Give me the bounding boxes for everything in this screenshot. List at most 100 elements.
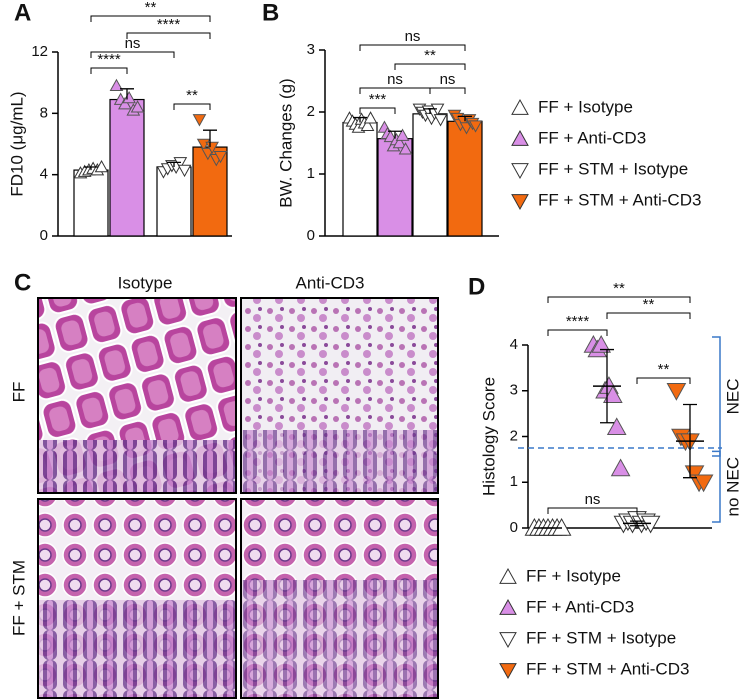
data-point bbox=[640, 515, 661, 534]
significance-label: ** bbox=[613, 280, 625, 297]
error-bar bbox=[120, 88, 134, 100]
legend-marker bbox=[499, 663, 517, 680]
significance-label: *** bbox=[369, 91, 387, 108]
region-bracket bbox=[712, 336, 721, 457]
data-point bbox=[606, 417, 627, 436]
data-point bbox=[118, 97, 132, 110]
y-tick-label: 12 bbox=[31, 43, 48, 60]
significance-bracket bbox=[90, 67, 128, 74]
bar bbox=[73, 169, 109, 237]
histology-panel: Isotype Anti-CD3 FF FF + STM bbox=[9, 273, 439, 699]
y-axis-label: Histology Score bbox=[479, 377, 498, 496]
significance-label: ns bbox=[405, 28, 421, 45]
error-bar bbox=[353, 116, 367, 123]
data-point bbox=[693, 474, 714, 493]
legend-marker bbox=[511, 194, 529, 211]
significance-bracket bbox=[606, 312, 691, 319]
data-point bbox=[392, 135, 407, 149]
significance-label: ** bbox=[643, 296, 655, 313]
legend-marker bbox=[511, 98, 529, 115]
data-point bbox=[610, 458, 631, 477]
significance-label: ns bbox=[125, 35, 141, 52]
row-label: FF bbox=[9, 382, 28, 403]
data-point bbox=[398, 142, 413, 155]
chart-scatter: 0 1 2 3 4 Histology Score NEC no NEC FF + Isotyp… bbox=[479, 280, 742, 680]
data-point bbox=[130, 100, 145, 113]
data-point bbox=[395, 128, 410, 141]
significance-bracket bbox=[90, 51, 175, 58]
histology-crypts bbox=[39, 440, 235, 492]
y-tick-label: 2 bbox=[307, 103, 315, 120]
y-tick-label: 4 bbox=[510, 336, 518, 353]
significance-label: ns bbox=[585, 491, 601, 508]
legend-marker bbox=[499, 632, 517, 649]
panel-label: B bbox=[262, 0, 279, 26]
bar bbox=[192, 146, 228, 237]
region-bracket bbox=[712, 450, 721, 523]
significance-bracket bbox=[394, 63, 466, 70]
bar bbox=[447, 120, 483, 237]
legend-marker bbox=[511, 163, 529, 180]
bar bbox=[377, 138, 413, 237]
legend-label: FF + Anti-CD3 bbox=[538, 128, 646, 147]
data-point bbox=[468, 120, 483, 133]
data-point bbox=[666, 383, 687, 401]
significance-bracket bbox=[90, 15, 211, 22]
legend-marker bbox=[499, 567, 517, 584]
error-bar bbox=[458, 115, 472, 122]
histology-crypts bbox=[242, 580, 437, 697]
region-label: NEC bbox=[723, 379, 742, 415]
panel-label: A bbox=[14, 0, 31, 26]
significance-label: ** bbox=[186, 87, 198, 104]
error-bar bbox=[388, 130, 402, 139]
legend-label: FF + Isotype bbox=[526, 566, 621, 585]
data-point bbox=[360, 118, 375, 131]
significance-bracket bbox=[359, 44, 466, 51]
error-bar bbox=[423, 108, 437, 114]
significance-bracket bbox=[547, 296, 691, 303]
error-bar bbox=[84, 166, 98, 171]
data-point bbox=[122, 90, 136, 104]
significance-label: **** bbox=[566, 313, 590, 330]
significance-bracket bbox=[429, 87, 466, 94]
significance-label: ** bbox=[424, 47, 436, 64]
significance-label: ** bbox=[145, 0, 157, 16]
legend-label: FF + STM + Isotype bbox=[538, 159, 688, 178]
y-tick-label: 0 bbox=[510, 519, 518, 536]
y-axis-label: FD10 (μg/mL) bbox=[7, 91, 26, 196]
bar bbox=[109, 98, 145, 237]
significance-bracket bbox=[126, 32, 211, 39]
data-point bbox=[192, 114, 207, 127]
data-point bbox=[205, 141, 219, 155]
y-tick-label: 0 bbox=[307, 227, 315, 244]
legend-label: FF + STM + Anti-CD3 bbox=[526, 659, 689, 678]
data-point bbox=[433, 114, 448, 127]
column-label: Isotype bbox=[118, 273, 173, 292]
bar bbox=[156, 166, 192, 237]
error-bar bbox=[203, 129, 217, 148]
data-point bbox=[602, 385, 623, 404]
significance-bracket bbox=[173, 103, 211, 110]
y-tick-label: 1 bbox=[307, 165, 315, 182]
chart-bar: 0 1 2 3 BW. Changes (g) FF + Isotype FF + Anti… bbox=[276, 28, 701, 244]
y-tick-label: 8 bbox=[40, 104, 48, 121]
panel-label: D bbox=[468, 273, 485, 300]
data-point bbox=[213, 150, 228, 164]
significance-label: ** bbox=[658, 361, 670, 378]
data-point bbox=[363, 111, 378, 124]
significance-bracket bbox=[547, 507, 638, 514]
data-point bbox=[94, 159, 109, 173]
significance-bracket bbox=[359, 107, 396, 114]
legend-label: FF + Anti-CD3 bbox=[526, 597, 634, 616]
significance-label: ns bbox=[387, 71, 403, 88]
y-tick-label: 4 bbox=[40, 166, 48, 183]
data-point bbox=[591, 334, 612, 353]
data-point bbox=[177, 164, 192, 178]
significance-label: ns bbox=[440, 71, 456, 88]
y-tick-label: 3 bbox=[307, 41, 315, 58]
legend-label: FF + Isotype bbox=[538, 97, 633, 116]
y-tick-label: 2 bbox=[510, 427, 518, 444]
y-axis-label: BW. Changes (g) bbox=[276, 78, 295, 207]
significance-label: **** bbox=[157, 16, 181, 33]
